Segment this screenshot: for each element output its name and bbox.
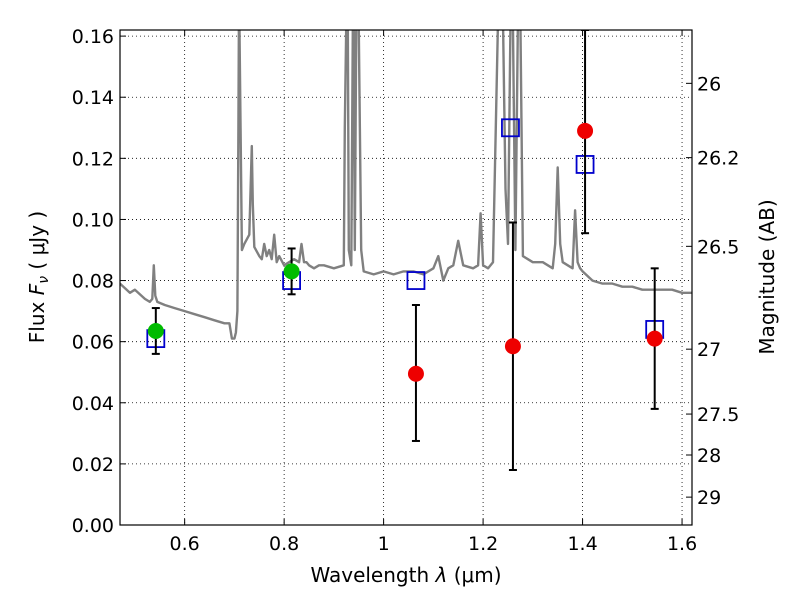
data-point xyxy=(283,263,300,280)
x-tick-label: 0.8 xyxy=(269,533,299,555)
y-tick-label: 0.10 xyxy=(72,209,114,231)
magnitude-tick-label: 27.5 xyxy=(697,404,739,426)
data-point xyxy=(646,330,663,347)
model-spectrum-line xyxy=(120,30,692,340)
x-axis-label: Wavelength λ (μm) xyxy=(310,563,501,587)
y-tick-label: 0.16 xyxy=(72,26,114,48)
data-point xyxy=(577,122,594,139)
magnitude-tick-label: 27 xyxy=(697,339,721,361)
magnitude-tick-label: 28 xyxy=(697,445,721,467)
y-tick-label: 0.04 xyxy=(72,393,114,415)
y-tick-label: 0.14 xyxy=(72,87,114,109)
x-tick-label: 1 xyxy=(378,533,390,555)
axis-ticks: 0.6 0.8 1 1.2 1.4 1.6 0.00 0.02 0.04 0.06 0.08 0.10… xyxy=(72,26,740,555)
data-point xyxy=(147,322,164,339)
plot-frame xyxy=(119,29,693,526)
magnitude-tick-label: 26.2 xyxy=(697,148,739,170)
x-tick-label: 1.2 xyxy=(468,533,498,555)
x-tick-label: 1.4 xyxy=(567,533,597,555)
model-photometry-square xyxy=(406,271,426,290)
x-tick-label: 1.6 xyxy=(667,533,697,555)
x-tick-label: 0.6 xyxy=(170,533,200,555)
y-tick-label: 0.12 xyxy=(72,148,114,170)
y-axis-label: Flux Fν ( μJy ) xyxy=(25,211,52,343)
y-tick-label: 0.02 xyxy=(72,454,114,476)
y-tick-label: 0.06 xyxy=(72,332,114,354)
magnitude-axis-label: Magnitude (AB) xyxy=(755,199,779,354)
plot-area xyxy=(120,30,692,471)
data-point xyxy=(504,338,521,355)
model-photometry-square xyxy=(501,118,520,138)
magnitude-tick-label: 26.5 xyxy=(697,236,739,258)
grid xyxy=(120,30,692,525)
magnitude-tick-label: 26 xyxy=(697,73,721,95)
y-tick-label: 0.00 xyxy=(72,515,114,537)
magnitude-tick-label: 29 xyxy=(697,487,721,509)
data-point xyxy=(407,365,424,382)
y-tick-label: 0.08 xyxy=(72,271,114,293)
